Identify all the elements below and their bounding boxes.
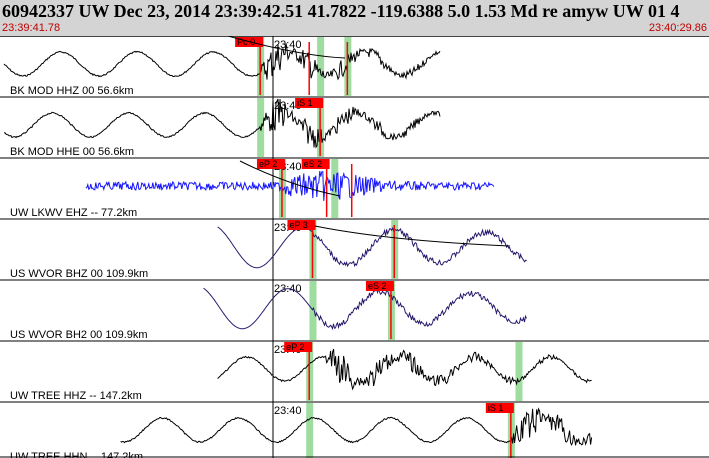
station-label: BK MOD HHE 00 56.6km [10, 146, 134, 158]
time-tick-label: 23:40 [274, 405, 302, 417]
waveform-trace[interactable] [120, 407, 593, 446]
trace-row[interactable]: 23:40 iS 1 UW TREE HHN -- 147.2km [0, 401, 709, 458]
phase-pick-flag[interactable] [301, 159, 330, 169]
station-label: BK MOD HHZ 00 56.6km [10, 85, 133, 97]
phase-pick-flag[interactable] [287, 220, 316, 230]
phase-pick-flag[interactable] [295, 98, 324, 108]
waveform-trace[interactable] [3, 43, 441, 81]
pick-window [331, 159, 339, 218]
pick-window [306, 403, 314, 458]
trace-row[interactable]: 23:40 eS 2US WVOR BH2 00 109.9km [0, 279, 709, 341]
waveform-trace[interactable] [3, 98, 441, 149]
phase-pick-label: eP 2 [259, 159, 277, 169]
traveltime-curve [239, 160, 341, 197]
phase-pick-label: eP 3 [289, 220, 307, 230]
station-label: UW TREE HHN -- 147.2km [10, 451, 143, 458]
phase-pick-label: eS 2 [368, 281, 387, 291]
time-tick-label: 23:40 [274, 39, 302, 51]
phase-pick-label: eP 2 [286, 342, 304, 352]
phase-pick-label: Pc 0 [237, 37, 255, 47]
phase-pick-flag[interactable] [485, 403, 514, 413]
phase-pick-label: eS 2 [304, 159, 323, 169]
waveform-trace[interactable] [217, 348, 592, 391]
event-title: 60942337 UW Dec 23, 2014 23:39:42.51 41.… [2, 1, 680, 21]
phase-pick-label: iS 1 [297, 98, 313, 108]
seismogram-panel[interactable]: 23:40 Pc 0 BK MOD HHZ 00 56.6km 23:40 iS 1 BK… [0, 36, 709, 458]
phase-pick-flag[interactable] [256, 159, 285, 169]
phase-pick-flag[interactable] [365, 281, 394, 291]
station-label: UW LKWV EHZ -- 77.2km [10, 207, 137, 219]
waveform-trace[interactable] [217, 226, 527, 269]
station-label: US WVOR BHZ 00 109.9km [10, 268, 148, 280]
trace-row[interactable]: 23:40 Pc 0 BK MOD HHZ 00 56.6km [0, 36, 709, 97]
pick-window [317, 37, 325, 96]
station-label: UW TREE HHZ -- 147.2km [10, 390, 142, 402]
event-header: 60942337 UW Dec 23, 2014 23:39:42.51 41.… [0, 0, 709, 37]
traveltime-curve [227, 36, 346, 59]
end-time-label: 23:40:29.86 [648, 22, 707, 34]
pick-window [309, 281, 317, 340]
station-label: US WVOR BH2 00 109.9km [10, 329, 148, 341]
waveform-trace[interactable] [85, 170, 495, 201]
pick-window [515, 342, 523, 401]
phase-pick-flag[interactable] [284, 342, 313, 352]
traveltime-curve [314, 225, 511, 247]
start-time-label: 23:39:41.78 [2, 22, 61, 34]
phase-pick-label: iS 1 [488, 403, 504, 413]
waveform-trace[interactable] [203, 287, 527, 331]
